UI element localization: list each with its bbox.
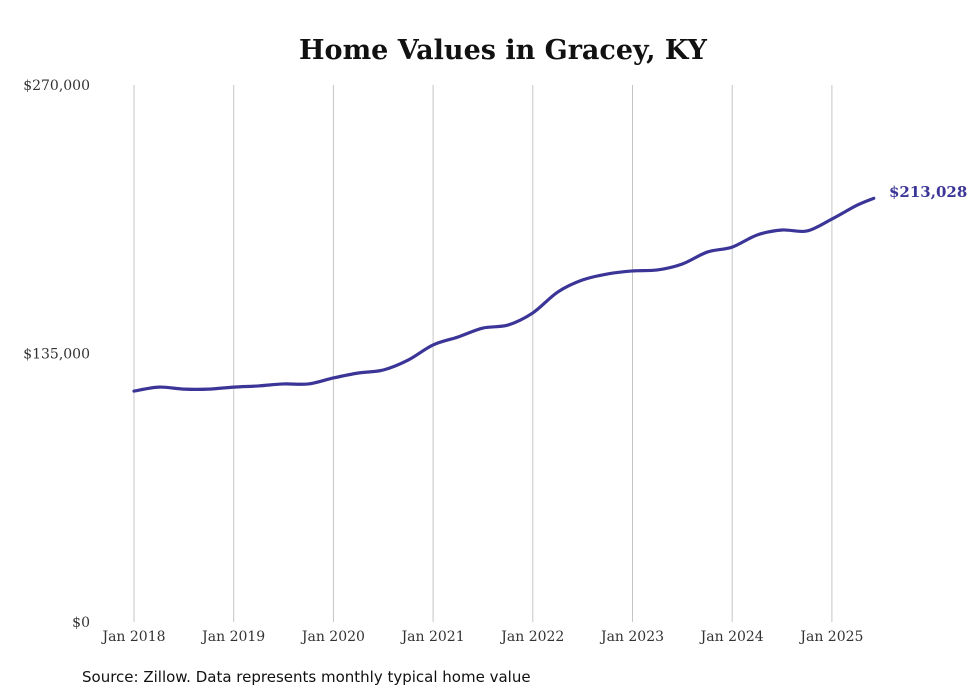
x-tick-label: Jan 2020 [300, 629, 365, 645]
chart-title: Home Values in Gracey, KY [299, 35, 708, 66]
y-tick-label: $270,000 [23, 78, 90, 94]
x-tick-label: Jan 2021 [400, 629, 465, 645]
x-tick-label: Jan 2024 [699, 629, 764, 645]
end-value-label: $213,028 [889, 183, 967, 201]
series-line [132, 196, 876, 393]
x-tick-label: Jan 2025 [798, 629, 863, 645]
y-tick-label: $135,000 [23, 347, 90, 363]
source-note: Source: Zillow. Data represents monthly … [82, 668, 531, 686]
x-tick-label: Jan 2022 [499, 629, 564, 645]
y-tick-label: $0 [72, 615, 90, 631]
x-tick-label: Jan 2018 [100, 629, 165, 645]
x-tick-label: Jan 2023 [599, 629, 664, 645]
x-tick-label: Jan 2019 [200, 629, 265, 645]
